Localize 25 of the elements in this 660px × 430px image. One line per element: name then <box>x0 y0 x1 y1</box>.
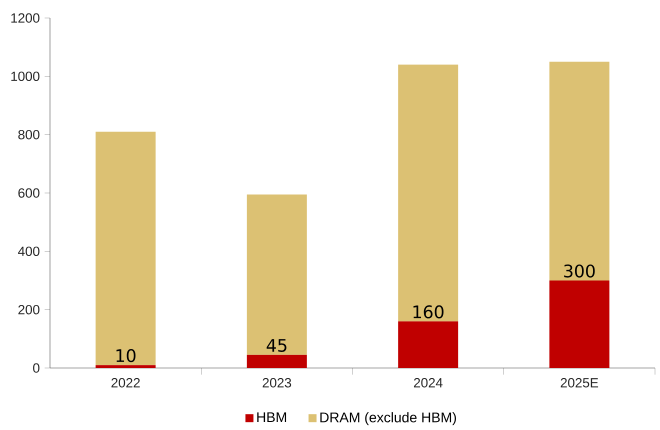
y-tick-label: 1200 <box>11 13 40 23</box>
bar <box>96 132 156 366</box>
bar <box>246 355 307 368</box>
x-tick-label: 2023 <box>262 378 292 388</box>
data-label: 300 <box>564 264 595 278</box>
y-tick-label: 1000 <box>11 72 40 82</box>
data-label: 160 <box>413 305 444 319</box>
y-tick-label: 600 <box>18 188 40 198</box>
x-tick-label: 2022 <box>111 378 140 388</box>
x-tick-label: 2024 <box>414 378 443 388</box>
y-tick-label: 0 <box>33 363 40 373</box>
y-tick-label: 400 <box>18 246 40 256</box>
legend-label: DRAM (exclude HBM) <box>320 412 456 426</box>
y-tick-label: 200 <box>18 305 40 315</box>
legend-label: HBM <box>257 412 286 422</box>
bar <box>549 280 610 368</box>
bar <box>246 194 307 356</box>
bar <box>398 64 458 322</box>
bar <box>96 365 156 368</box>
data-label: 10 <box>116 349 136 362</box>
x-tick-label: 2025E <box>560 378 598 388</box>
bar <box>549 62 610 281</box>
data-label: 45 <box>266 339 286 352</box>
bar <box>398 322 458 368</box>
y-tick-label: 800 <box>18 130 40 140</box>
